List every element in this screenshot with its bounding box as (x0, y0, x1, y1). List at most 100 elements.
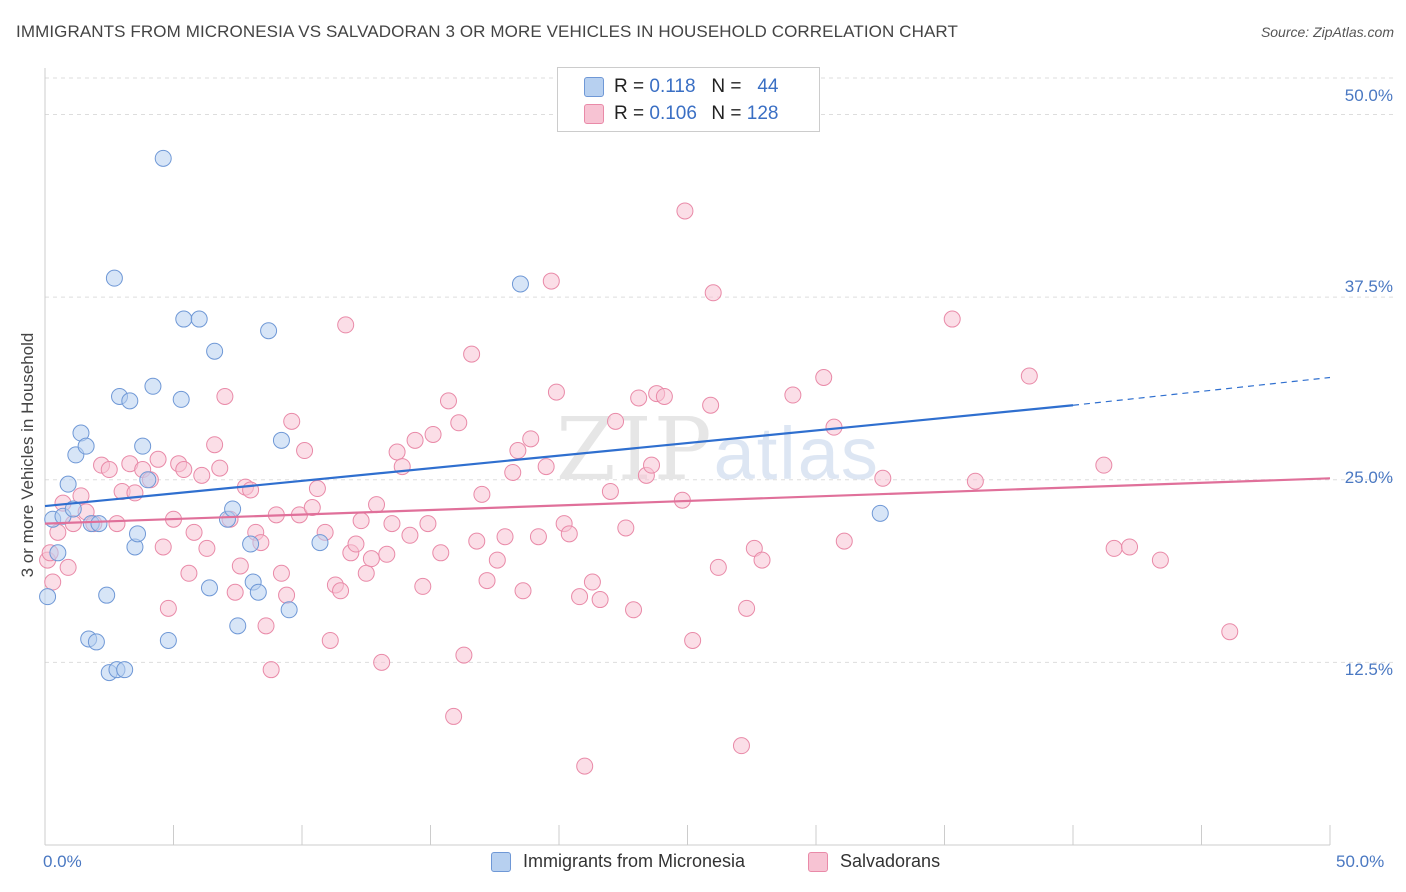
data-point-salvadoran (308, 480, 326, 498)
data-point-salvadoran (154, 538, 172, 556)
data-point-salvadoran (496, 528, 514, 546)
data-point-micronesia (77, 437, 95, 455)
data-point-salvadoran (44, 573, 62, 591)
data-point-salvadoran (709, 558, 727, 576)
data-point-salvadoran (625, 601, 643, 619)
data-point-salvadoran (445, 707, 463, 725)
legend-r-value: 0.106 (649, 103, 697, 124)
data-point-salvadoran (732, 737, 750, 755)
bottom-legend-swatch-salvadorans (808, 851, 828, 872)
data-point-salvadoran (283, 412, 301, 430)
trend-line-micronesia (44, 404, 1074, 508)
data-point-salvadoran (278, 586, 296, 604)
data-point-salvadoran (388, 443, 406, 461)
data-point-salvadoran (601, 482, 619, 500)
data-point-salvadoran (473, 485, 491, 503)
data-point-salvadoran (943, 310, 961, 328)
data-point-salvadoran (583, 573, 601, 591)
data-point-salvadoran (630, 389, 648, 407)
data-point-micronesia (134, 437, 152, 455)
data-point-salvadoran (607, 412, 625, 430)
data-point-micronesia (260, 322, 278, 340)
bottom-legend-label-salvadorans: Salvadorans (840, 851, 941, 871)
data-point-micronesia (144, 377, 162, 395)
data-point-salvadoran (368, 496, 386, 514)
data-point-salvadoran (406, 431, 424, 449)
bottom-legend-salvadorans: Salvadorans (808, 851, 940, 872)
bottom-legend-micronesia: Immigrants from Micronesia (491, 851, 745, 872)
data-point-salvadoran (149, 450, 167, 468)
data-point-salvadoran (337, 316, 355, 334)
data-point-salvadoran (753, 551, 771, 569)
data-point-salvadoran (684, 631, 702, 649)
data-point-salvadoran (414, 577, 432, 595)
data-point-micronesia (242, 535, 260, 553)
data-point-salvadoran (504, 463, 522, 481)
data-point-salvadoran (1151, 551, 1169, 569)
data-point-salvadoran (175, 461, 193, 479)
data-point-salvadoran (303, 499, 321, 517)
data-point-salvadoran (655, 387, 673, 405)
data-point-salvadoran (560, 525, 578, 543)
data-point-micronesia (249, 583, 267, 601)
data-point-salvadoran (704, 284, 722, 302)
data-point-micronesia (200, 579, 218, 597)
data-point-micronesia (272, 431, 290, 449)
legend-swatch-salvadorans (584, 104, 604, 124)
legend-n-label: N = (711, 76, 742, 97)
data-point-salvadoran (357, 564, 375, 582)
data-point-salvadoran (383, 515, 401, 533)
data-point-micronesia (280, 601, 298, 619)
data-point-salvadoran (321, 631, 339, 649)
y-tick-label-12-5: 12.5% (1344, 660, 1393, 679)
watermark-zip: ZIP (556, 400, 714, 500)
data-point-micronesia (154, 149, 172, 167)
bottom-legend-label-micronesia: Immigrants from Micronesia (523, 851, 746, 871)
data-point-salvadoran (676, 202, 694, 220)
legend-r-label: R = (614, 76, 645, 97)
data-point-salvadoran (231, 557, 249, 575)
data-point-salvadoran (745, 539, 763, 557)
data-point-salvadoran (463, 345, 481, 363)
data-point-salvadoran (332, 582, 350, 600)
data-point-salvadoran (815, 368, 833, 386)
data-point-micronesia (87, 633, 105, 651)
data-point-salvadoran (738, 599, 756, 617)
data-point-micronesia (229, 617, 247, 635)
data-point-micronesia (206, 342, 224, 360)
trend-line-extension-micronesia (1072, 376, 1331, 406)
legend-r-label: R = (614, 103, 645, 124)
data-point-salvadoran (537, 458, 555, 476)
data-point-salvadoran (1121, 538, 1139, 556)
data-point-micronesia (129, 525, 147, 543)
data-point-micronesia (871, 504, 889, 522)
data-point-salvadoran (226, 583, 244, 601)
legend-r-value: 0.118 (649, 76, 696, 97)
data-point-salvadoran (514, 582, 532, 600)
data-point-salvadoran (617, 519, 635, 537)
data-point-salvadoran (450, 414, 468, 432)
chart-title: IMMIGRANTS FROM MICRONESIA VS SALVADORAN… (16, 22, 958, 41)
legend-row-micronesia: R = 0.118 N = 44 (584, 75, 778, 99)
data-point-salvadoran (1095, 456, 1113, 474)
legend-swatch-micronesia (584, 77, 604, 97)
data-point-salvadoran (1221, 623, 1239, 641)
data-point-micronesia (139, 471, 157, 489)
data-point-salvadoran (522, 430, 540, 448)
data-point-salvadoran (784, 386, 802, 404)
bottom-legend-swatch-micronesia (491, 851, 511, 872)
data-point-salvadoran (966, 472, 984, 490)
data-point-micronesia (90, 515, 108, 533)
data-point-salvadoran (419, 515, 437, 533)
data-point-salvadoran (198, 539, 216, 557)
y-tick-label-50: 50.0% (1344, 86, 1393, 105)
data-point-micronesia (64, 500, 82, 518)
data-point-micronesia (121, 392, 139, 410)
data-point-micronesia (159, 631, 177, 649)
data-point-salvadoran (1105, 539, 1123, 557)
legend-n-label: N = (711, 103, 742, 124)
data-point-salvadoran (478, 572, 496, 590)
y-axis-label: 3 or more Vehicles in Household (18, 332, 37, 578)
data-point-micronesia (39, 588, 57, 606)
source-credit: Source: ZipAtlas.com (1260, 24, 1394, 40)
